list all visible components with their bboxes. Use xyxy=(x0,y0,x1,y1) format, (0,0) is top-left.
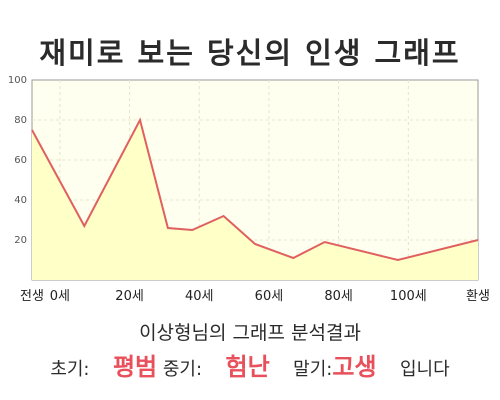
analysis-subtitle: 이상형님의 그래프 분석결과 xyxy=(139,322,361,344)
page-title: 재미로 보는 당신의 인생 그래프 xyxy=(39,36,461,70)
y-tick-label: 80 xyxy=(14,115,27,126)
x-tick-label: 80세 xyxy=(324,289,353,304)
x-tick-label: 60세 xyxy=(255,289,284,304)
x-tick-label: 환생 xyxy=(466,289,490,304)
late-label: 말기: xyxy=(293,359,333,380)
mid-value: 험난 xyxy=(225,353,270,381)
y-tick-label: 20 xyxy=(14,235,27,246)
x-tick-label: 0세 xyxy=(50,289,70,304)
x-tick-label: 40세 xyxy=(185,289,214,304)
x-tick-label: 20세 xyxy=(115,289,144,304)
late-value: 고생 xyxy=(332,353,377,381)
y-axis-ticks: 20 40 60 80 100 xyxy=(8,75,27,246)
x-axis-ticks: 전생 0세 20세 40세 60세 80세 100세 환생 xyxy=(20,289,490,304)
analysis-summary: 초기: 평범 중기: 험난 말기:고생 입니다 xyxy=(0,347,500,382)
early-label: 초기: xyxy=(50,359,90,380)
series-line xyxy=(31,117,479,262)
y-tick-label: 100 xyxy=(8,75,27,86)
y-tick-label: 40 xyxy=(14,195,27,206)
early-value: 평범 xyxy=(112,353,158,381)
x-tick-label: 100세 xyxy=(390,289,427,304)
y-tick-label: 60 xyxy=(14,155,27,166)
series-area xyxy=(32,120,478,280)
mid-label: 중기: xyxy=(162,359,203,380)
x-tick-label: 전생 xyxy=(20,289,44,304)
ending-text: 입니다 xyxy=(400,359,450,380)
